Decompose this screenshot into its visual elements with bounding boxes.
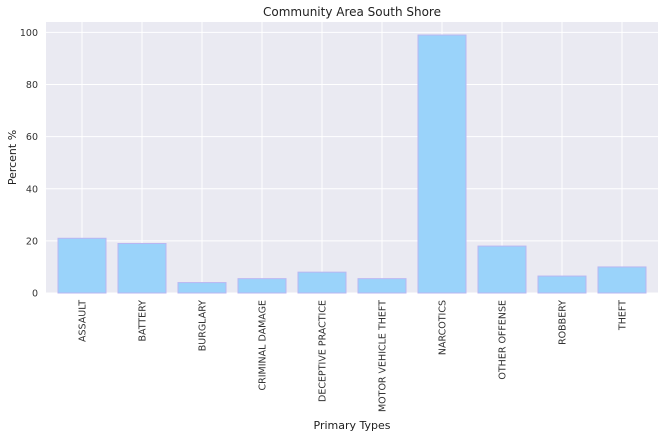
x-tick-label: BATTERY <box>138 300 149 342</box>
grid-lines <box>46 22 658 294</box>
x-tick-label: BURGLARY <box>198 300 209 351</box>
bar-battery <box>117 242 167 294</box>
bar-deceptive-practice <box>297 271 347 294</box>
x-axis-label: Primary Types <box>314 419 391 432</box>
bar-other-offense <box>477 245 527 294</box>
bar-assault <box>57 237 107 294</box>
bar-theft <box>597 266 647 294</box>
x-tick-label: NARCOTICS <box>438 300 449 355</box>
y-tick-label: 80 <box>26 80 38 91</box>
bar-motor-vehicle-theft <box>357 278 407 294</box>
bar-criminal-damage <box>237 278 287 294</box>
x-tick-label: DECEPTIVE PRACTICE <box>318 300 329 402</box>
x-tick-label: THEFT <box>618 300 629 331</box>
y-axis-label: Percent % <box>6 130 19 185</box>
x-tick-label: CRIMINAL DAMAGE <box>258 300 269 391</box>
x-tick-labels: ASSAULT BATTERY BURGLARY CRIMINAL DAMAGE DEC… <box>78 300 629 412</box>
x-tick-label: ASSAULT <box>78 300 89 342</box>
bar-narcotics <box>417 34 467 294</box>
chart-title: Community Area South Shore <box>263 5 441 19</box>
y-tick-label: 60 <box>26 132 38 143</box>
bars-group <box>57 34 647 294</box>
x-tick-label: ROBBERY <box>558 300 569 345</box>
y-tick-label: 0 <box>32 289 38 300</box>
y-tick-label: 40 <box>26 184 38 195</box>
x-tick-label: MOTOR VEHICLE THEFT <box>378 300 389 412</box>
y-tick-labels: 0 20 40 60 80 100 <box>20 28 38 300</box>
y-tick-label: 20 <box>26 236 38 247</box>
y-tick-label: 100 <box>20 28 38 39</box>
x-tick-label: OTHER OFFENSE <box>498 300 509 380</box>
bar-robbery <box>537 275 587 294</box>
bar-burglary <box>177 282 227 294</box>
